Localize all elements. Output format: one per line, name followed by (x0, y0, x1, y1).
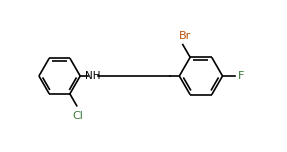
Text: Br: Br (179, 31, 191, 41)
Text: Cl: Cl (72, 111, 83, 121)
Text: F: F (238, 71, 245, 81)
Text: NH: NH (85, 71, 101, 81)
